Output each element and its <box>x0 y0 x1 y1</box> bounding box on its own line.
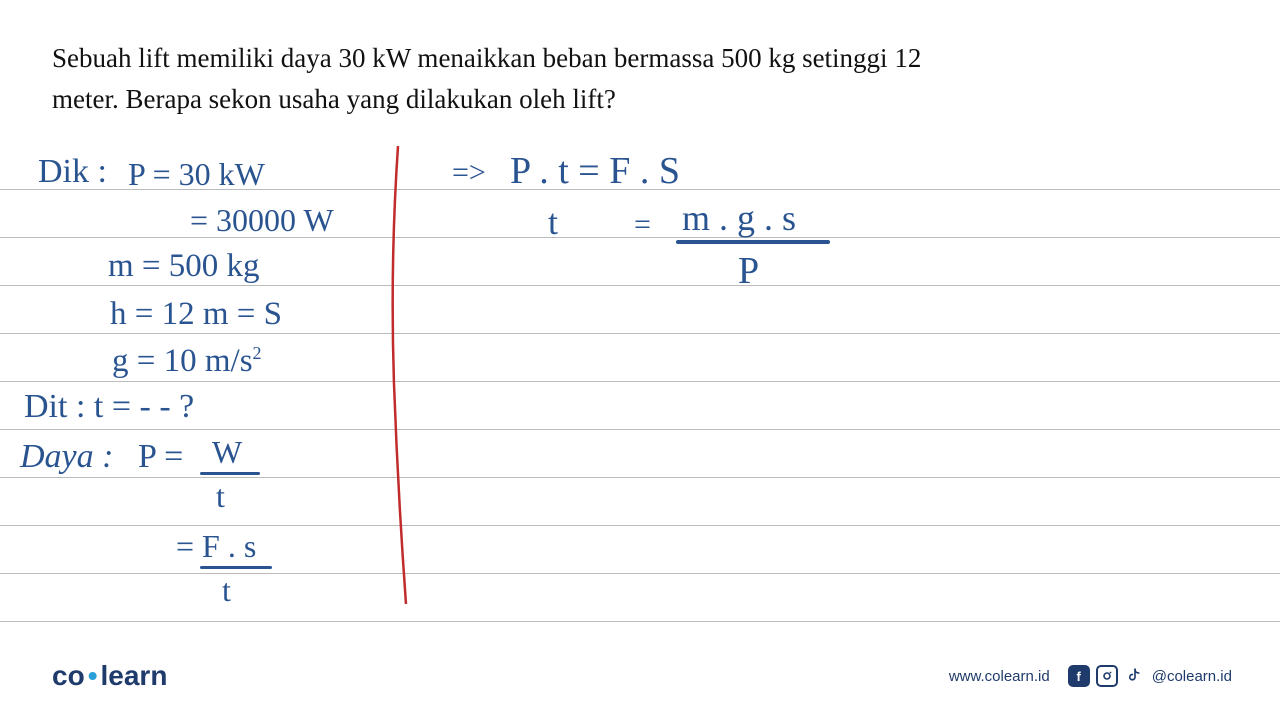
footer-right: www.colearn.id f @colearn.id <box>949 665 1232 687</box>
brand-logo: co•learn <box>52 660 167 692</box>
dit-label: Dit : t = - - ? <box>24 390 194 424</box>
g-equation: g = 10 m/s2 <box>112 344 262 378</box>
p-equation-1: P = 30 kW <box>128 158 265 190</box>
mgs-numerator: m . g . s <box>682 200 796 236</box>
frac-line-2 <box>200 566 272 569</box>
question-line-1: Sebuah lift memiliki daya 30 kW menaikka… <box>52 43 921 73</box>
pt-equation: P . t = F . S <box>510 152 680 190</box>
logo-learn: learn <box>101 660 168 691</box>
p-equation-2: = 30000 W <box>190 204 334 236</box>
question-line-2: meter. Berapa sekon usaha yang dilakukan… <box>52 84 616 114</box>
m-equation: m = 500 kg <box>108 250 260 283</box>
vertical-divider <box>380 144 420 610</box>
frac-t1: t <box>216 480 225 512</box>
arrow: => <box>452 158 486 188</box>
t-label: t <box>548 204 558 240</box>
logo-co: co <box>52 660 85 691</box>
question-block: Sebuah lift memiliki daya 30 kW menaikka… <box>52 38 1152 119</box>
h-equation: h = 12 m = S <box>110 298 282 331</box>
frac-w: W <box>212 436 242 468</box>
eq-sign: = <box>634 210 651 240</box>
p-frac-eq: P = <box>138 440 183 474</box>
facebook-icon: f <box>1068 665 1090 687</box>
g-eq-exp: 2 <box>253 343 262 363</box>
g-eq-base: g = 10 m/s <box>112 343 253 379</box>
tiktok-icon <box>1124 665 1146 687</box>
dik-label: Dik : <box>38 155 107 189</box>
instagram-icon <box>1096 665 1118 687</box>
logo-dot: • <box>88 660 98 691</box>
footer: co•learn www.colearn.id f @colearn.id <box>52 660 1232 692</box>
frac-t2: t <box>222 574 231 606</box>
frac-line-right <box>676 240 830 244</box>
footer-url: www.colearn.id <box>949 668 1050 685</box>
social-icons: f @colearn.id <box>1068 665 1232 687</box>
frac-fs: = F . s <box>176 530 256 562</box>
p-denominator: P <box>738 252 759 290</box>
frac-line-1 <box>200 472 260 475</box>
social-handle: @colearn.id <box>1152 668 1232 685</box>
daya-label: Daya : <box>20 440 113 474</box>
